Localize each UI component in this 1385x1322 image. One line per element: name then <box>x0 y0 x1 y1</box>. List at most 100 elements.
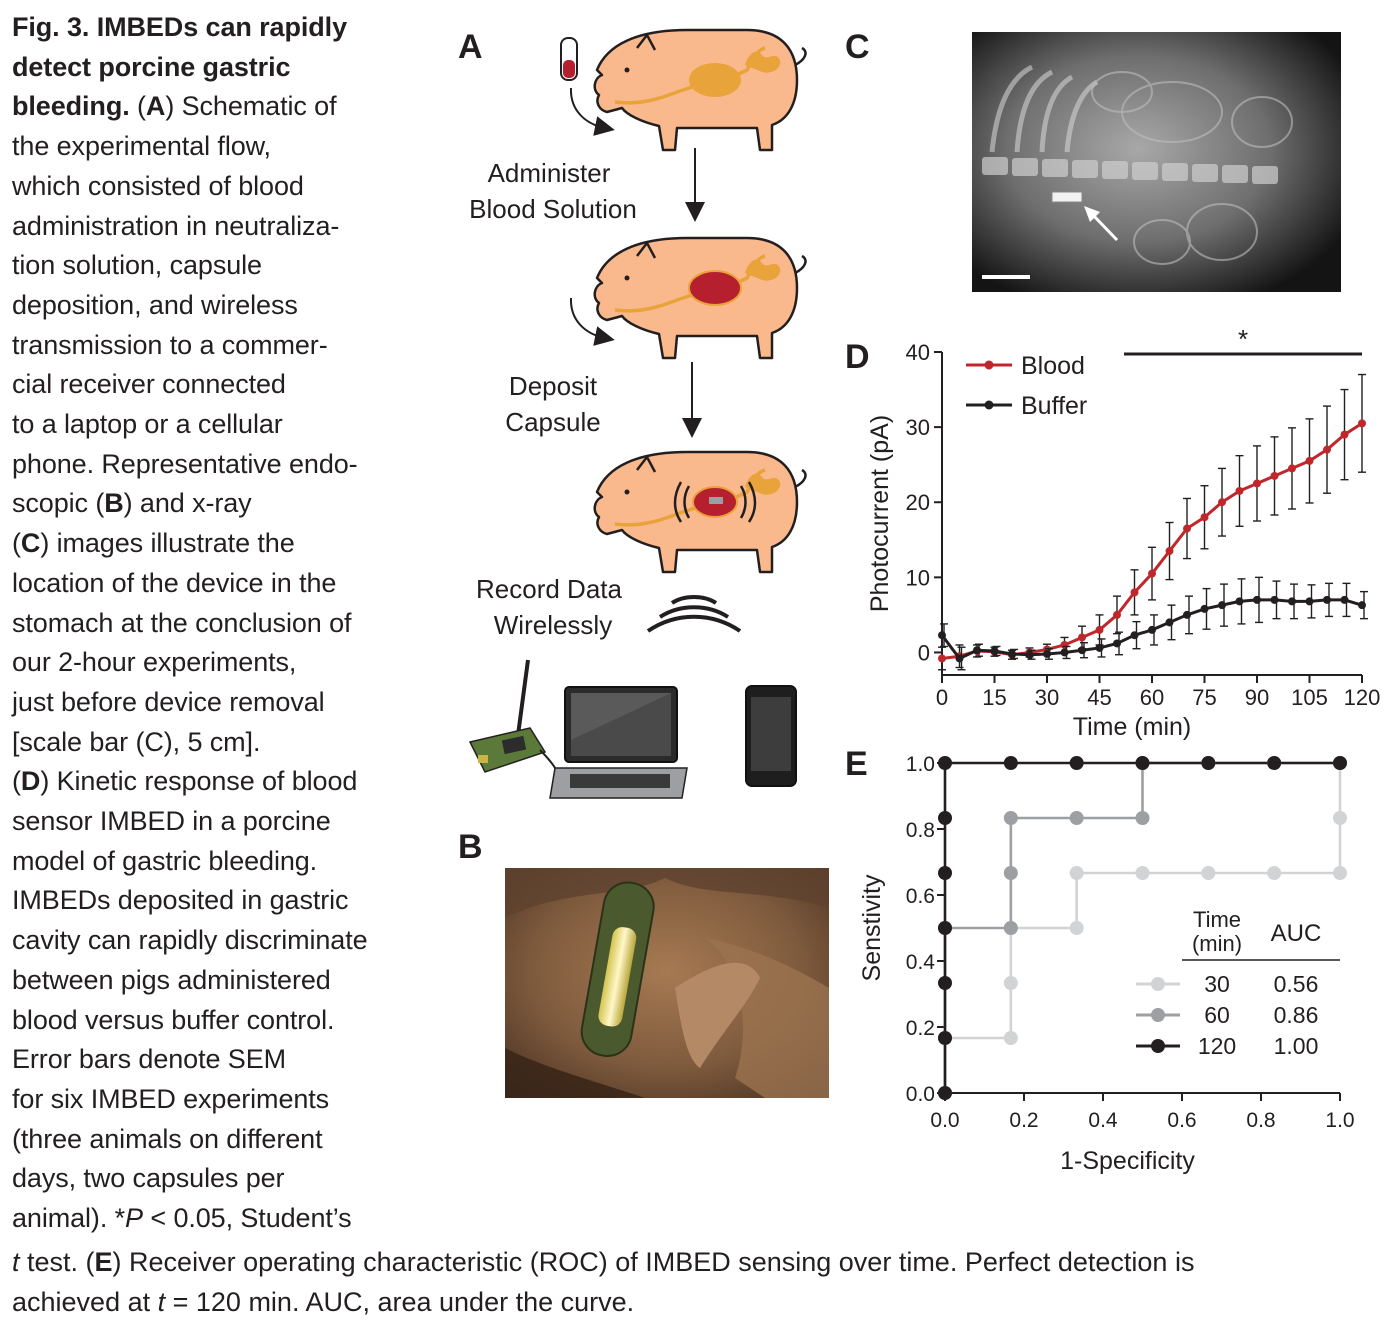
y-tick-label: 10 <box>906 565 930 590</box>
legend-time-60: 60 <box>1204 1002 1230 1028</box>
roc-point-60 <box>1003 921 1018 935</box>
caption-text: ) Kinetic response of blood <box>40 766 358 797</box>
caption-title-line1: Fig. 3. IMBEDs can rapidly <box>12 12 347 42</box>
x-tick-label: 60 <box>1140 685 1164 710</box>
data-point-buffer <box>1043 649 1051 658</box>
caption-text: ) Receiver operating characteristic (ROC… <box>112 1247 1195 1277</box>
schematic-panel: Administer Blood Solution Deposit Capsul… <box>468 28 808 799</box>
legend-header-auc: AUC <box>1271 920 1322 947</box>
legend-marker-blood <box>984 360 994 370</box>
data-point-buffer <box>1183 610 1191 619</box>
data-point-buffer <box>1113 639 1121 648</box>
roc-point-30 <box>1333 811 1347 826</box>
roc-chart: 0.0 0.2 0.4 0.6 0.8 1.0 0.0 0.2 0.4 0.6 0.8 1.0 1-Sp… <box>858 753 1355 1175</box>
photocurrent-chart-plot <box>938 373 1368 671</box>
figure-caption: Fig. 3. IMBEDs can rapidly detect porcin… <box>12 8 417 1239</box>
roc-point-30 <box>1069 921 1084 935</box>
caption-line: (three animals on different <box>12 1123 323 1154</box>
data-point-blood <box>1200 513 1209 522</box>
caption-text: < 0.05, Student’s <box>142 1203 352 1234</box>
data-point-buffer <box>1165 618 1174 627</box>
roc-point-120 <box>938 921 952 935</box>
data-point-blood <box>1340 430 1349 439</box>
x-tick-label: 90 <box>1245 685 1269 710</box>
arrow-pointer-icon <box>1084 206 1119 242</box>
y-tick-label: 0.2 <box>906 1017 935 1040</box>
caption-text: t <box>157 1286 166 1317</box>
caption-text: t <box>12 1247 20 1277</box>
caption-text: ) images illustrate the <box>40 528 295 559</box>
roc-point-30 <box>1003 1030 1018 1045</box>
caption-title-line3: bleeding. <box>12 91 130 122</box>
data-point-buffer <box>1270 595 1279 604</box>
caption-panel-ref: C <box>20 528 41 559</box>
legend-label-blood: Blood <box>1021 352 1085 380</box>
legend-marker-120 <box>1151 1039 1165 1053</box>
caption-text: = 120 min. AUC, area under the curve. <box>165 1286 635 1317</box>
data-point-blood <box>1113 610 1121 619</box>
caption-text: ) Schematic of <box>165 91 337 122</box>
legend-label-buffer: Buffer <box>1021 392 1087 420</box>
data-point-buffer <box>1253 595 1261 604</box>
data-point-buffer <box>1323 595 1331 604</box>
roc-point-60 <box>1003 811 1018 826</box>
panel-letter-a: A <box>458 28 483 66</box>
data-point-buffer <box>990 646 999 655</box>
x-tick-label: 0.2 <box>1009 1109 1038 1132</box>
x-tick-label: 0.8 <box>1246 1109 1275 1132</box>
blood-tube-icon <box>560 37 578 81</box>
y-tick-label: 0 <box>918 640 930 665</box>
caption-line: for six IMBED experiments <box>12 1083 330 1114</box>
laptop-icon <box>549 686 688 799</box>
x-axis-title: Time (min) <box>1073 713 1192 741</box>
x-tick-label: 0.4 <box>1088 1109 1118 1132</box>
xray-image <box>972 32 1341 292</box>
y-tick-label: 1.0 <box>906 753 935 776</box>
data-point-blood <box>1095 625 1104 634</box>
pig-illustration-1 <box>592 28 808 152</box>
caption-text: ( <box>12 766 21 797</box>
roc-point-120 <box>938 811 952 826</box>
roc-point-120 <box>938 756 952 770</box>
step3-label-line1: Record Data <box>476 574 622 604</box>
caption-line: phone. Representative endo- <box>12 448 358 479</box>
endoscopic-image <box>505 868 829 1098</box>
wireless-signal-icon <box>646 595 742 633</box>
series-line-blood <box>941 422 1363 660</box>
receiver-board-icon <box>468 659 561 781</box>
roc-point-120 <box>938 865 952 880</box>
caption-line: tion solution, capsule <box>12 250 262 281</box>
caption-text: ( <box>137 91 146 122</box>
data-point-blood <box>1218 498 1226 507</box>
data-point-blood <box>1130 588 1139 597</box>
step1-label-line2: Blood Solution <box>469 194 637 224</box>
significance-marker: * <box>1238 324 1248 354</box>
panel-letter-e: E <box>845 745 868 783</box>
legend-marker-buffer <box>984 400 994 410</box>
curved-arrow-icon <box>569 87 615 136</box>
caption-line: transmission to a commer- <box>12 329 328 360</box>
caption-line: stomach at the conclusion of <box>12 607 352 638</box>
photocurrent-chart: 0 10 20 30 40 0 15 30 45 60 75 90 105 120 Time (min) Ph… <box>866 324 1380 741</box>
phone-icon <box>745 685 797 787</box>
figure-caption-continued: t test. (E) Receiver operating character… <box>12 1243 1382 1322</box>
caption-line: days, two capsules per <box>12 1163 285 1194</box>
roc-chart-plot <box>938 756 1347 1100</box>
data-point-buffer <box>1025 650 1034 659</box>
caption-text: ) and x-ray <box>123 488 252 519</box>
legend-auc-120: 1.00 <box>1274 1033 1319 1059</box>
y-tick-label: 0.0 <box>906 1083 935 1106</box>
caption-panel-ref: B <box>104 488 124 519</box>
photocurrent-chart-legend: Blood Buffer <box>966 352 1087 420</box>
data-point-blood <box>1183 524 1191 533</box>
data-point-buffer <box>1060 648 1069 657</box>
x-tick-label: 15 <box>982 685 1006 710</box>
caption-line: our 2-hour experiments, <box>12 647 297 678</box>
pig-illustration-2 <box>592 236 808 360</box>
y-tick-label: 20 <box>906 490 930 515</box>
step2-label-line2: Capsule <box>505 407 600 437</box>
roc-point-120 <box>1069 756 1084 770</box>
data-point-buffer <box>973 646 981 655</box>
legend-time-120: 120 <box>1198 1033 1236 1059</box>
caption-line: deposition, and wireless <box>12 289 298 320</box>
